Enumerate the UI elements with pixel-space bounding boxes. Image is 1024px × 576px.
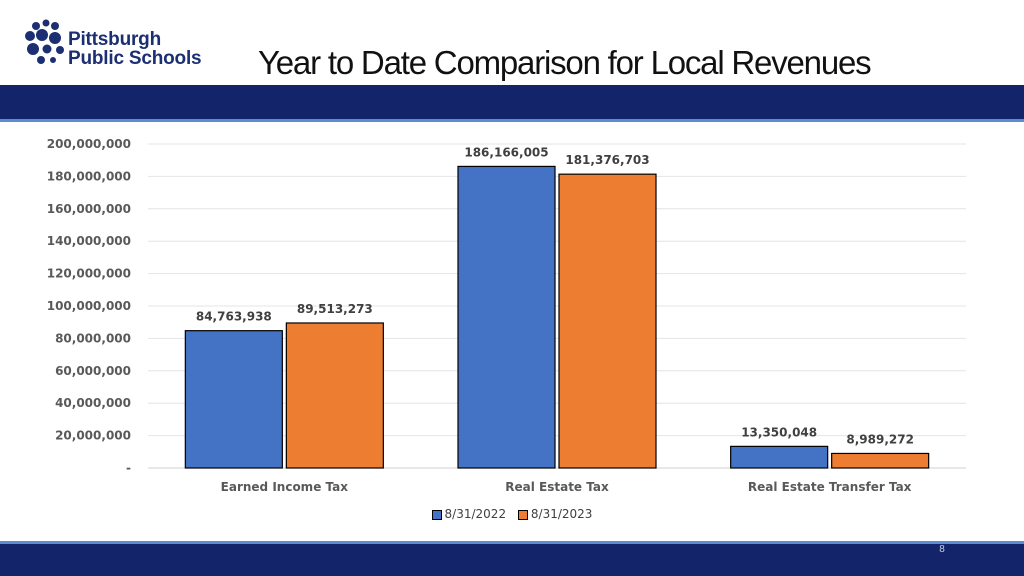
y-tick-label: 200,000,000 — [47, 137, 131, 151]
x-tick-label: Real Estate Transfer Tax — [748, 480, 912, 494]
page-number: 8 — [939, 544, 945, 555]
y-tick-label: 100,000,000 — [47, 299, 131, 313]
y-tick-label: 60,000,000 — [55, 364, 131, 378]
y-tick-label: 160,000,000 — [47, 202, 131, 216]
bar-chart: - 20,000,000 40,000,000 60,000,000 80,000,00… — [47, 137, 966, 494]
x-tick-label: Real Estate Tax — [505, 480, 609, 494]
y-tick-label: 20,000,000 — [55, 429, 131, 443]
chart-legend: 8/31/2022 8/31/2023 — [0, 507, 1024, 521]
legend-item-series-2: 8/31/2023 — [517, 507, 593, 521]
y-tick-label: 40,000,000 — [55, 396, 131, 410]
data-label: 89,513,273 — [297, 302, 373, 316]
y-tick-label: 140,000,000 — [47, 234, 131, 248]
logo-dots-icon — [25, 19, 64, 64]
legend-label-series-1: 8/31/2022 — [444, 507, 507, 521]
data-label: 181,376,703 — [565, 153, 649, 167]
bar — [730, 445, 829, 469]
legend-label-series-2: 8/31/2023 — [530, 507, 593, 521]
legend-swatch-series-1 — [431, 509, 442, 520]
data-label: 8,989,272 — [846, 432, 914, 446]
legend-item-series-1: 8/31/2022 — [431, 507, 507, 521]
logo-wordmark: Pittsburgh Public Schools — [68, 29, 202, 69]
footer-band — [0, 544, 1024, 576]
legend-swatch-series-2 — [517, 509, 528, 520]
district-logo: Pittsburgh Public Schools — [22, 18, 237, 78]
logo-line-2: Public Schools — [68, 48, 202, 69]
data-label: 84,763,938 — [196, 310, 272, 324]
data-label: 13,350,048 — [741, 425, 817, 439]
header-band — [0, 85, 1024, 119]
x-tick-label: Earned Income Tax — [221, 480, 349, 494]
bar — [558, 173, 657, 469]
y-tick-label: 80,000,000 — [55, 331, 131, 345]
data-label: 186,166,005 — [464, 145, 548, 159]
logo-line-1: Pittsburgh — [68, 29, 161, 50]
y-tick-label: 180,000,000 — [47, 169, 131, 183]
bar — [285, 322, 384, 469]
header-accent-line — [0, 119, 1024, 122]
bar — [831, 452, 930, 469]
y-tick-label: 120,000,000 — [47, 267, 131, 281]
y-tick-label: - — [126, 461, 131, 475]
footer-accent-line — [0, 541, 1024, 544]
bar — [457, 165, 556, 469]
slide-title: Year to Date Comparison for Local Revenu… — [258, 44, 872, 81]
bar — [184, 330, 283, 469]
